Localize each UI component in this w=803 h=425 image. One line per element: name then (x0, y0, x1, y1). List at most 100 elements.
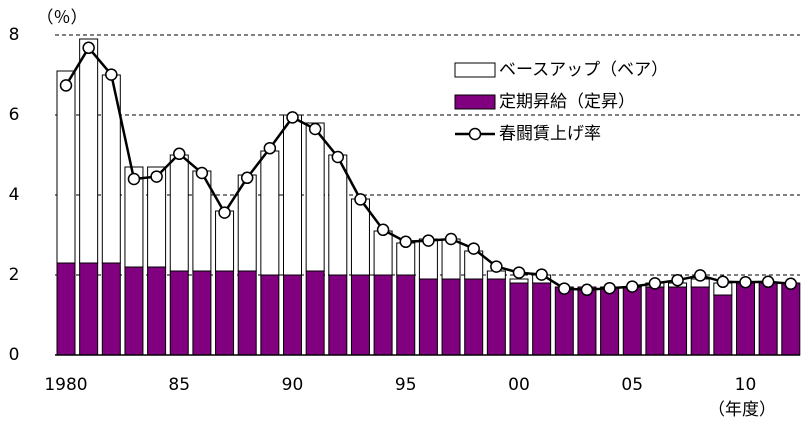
legend-label: 春闘賃上げ率 (499, 124, 601, 144)
line-marker (286, 111, 299, 124)
y-tick-label: 2 (9, 265, 20, 285)
y-tick-label: 0 (9, 345, 20, 365)
line-marker (693, 269, 707, 282)
line-marker (59, 79, 73, 92)
bar (350, 198, 370, 276)
bar (509, 282, 529, 356)
bar (328, 154, 348, 276)
x-tick-label: 95 (395, 375, 417, 395)
line-marker (422, 234, 435, 247)
line-marker (308, 122, 322, 136)
bar (283, 114, 302, 276)
line-marker (150, 170, 163, 183)
bar (260, 274, 280, 356)
line-marker (626, 280, 639, 293)
line-marker (399, 235, 412, 249)
line-marker (490, 260, 503, 273)
line-marker (603, 281, 616, 295)
bar (486, 278, 506, 356)
line-marker (558, 282, 571, 295)
y-tick-label: 8 (9, 25, 20, 45)
bar (169, 154, 189, 272)
bar (373, 274, 393, 356)
x-tick-label: 00 (508, 375, 530, 395)
bar (464, 278, 484, 356)
bar (668, 286, 688, 356)
bar (645, 286, 665, 356)
bar (441, 278, 461, 356)
bar (509, 278, 529, 284)
line-marker (331, 150, 345, 164)
bar (758, 282, 778, 356)
legend-marker (468, 127, 482, 141)
bar (215, 210, 235, 272)
bar (192, 270, 212, 356)
bar (781, 282, 801, 356)
line-marker (173, 147, 186, 161)
bar (283, 274, 302, 356)
bar (328, 274, 348, 356)
line-marker (195, 166, 209, 180)
line-marker (263, 141, 277, 155)
x-unit-label: （年度） (708, 400, 776, 420)
line-marker (716, 275, 730, 289)
bar (418, 278, 438, 356)
bar (147, 166, 167, 268)
bar (305, 270, 325, 356)
bar (373, 230, 393, 276)
line-marker (105, 68, 118, 81)
bar (79, 262, 99, 356)
bar (260, 150, 280, 276)
line-marker (467, 242, 480, 255)
legend-label: ベースアップ（ベア） (499, 60, 668, 80)
bar (713, 294, 733, 356)
line-marker (82, 41, 95, 55)
line-marker (354, 193, 367, 206)
bar (736, 282, 755, 356)
x-tick-label: 90 (282, 375, 304, 395)
bar (101, 262, 121, 356)
x-tick-label: 05 (621, 375, 643, 395)
bar (690, 286, 710, 356)
line-marker (444, 232, 458, 246)
bar (215, 270, 235, 356)
line-marker (761, 275, 775, 289)
line-marker (127, 172, 141, 186)
legend-swatch (454, 62, 496, 78)
line-marker (739, 275, 752, 289)
bar (532, 282, 552, 356)
y-tick-label: 6 (9, 105, 20, 125)
y-tick-label: 4 (9, 185, 20, 205)
bar (577, 286, 597, 356)
bar (396, 274, 416, 356)
bar (622, 286, 642, 356)
line-marker (218, 206, 231, 219)
bar (124, 266, 144, 356)
bar (554, 286, 574, 356)
line-marker (648, 277, 662, 290)
line-marker (671, 273, 684, 287)
bar (147, 266, 167, 356)
bar (124, 166, 144, 268)
bar (56, 262, 76, 356)
bar (169, 270, 189, 356)
x-tick-label: 85 (168, 375, 190, 395)
bar (305, 122, 325, 272)
bar (350, 274, 370, 356)
x-tick-label: 1980 (44, 375, 87, 395)
bar (237, 270, 257, 356)
line-marker (535, 268, 548, 281)
x-tick-label: 10 (735, 375, 757, 395)
bar (79, 38, 99, 264)
bar (600, 286, 620, 356)
line-marker (512, 266, 526, 279)
y-unit-label: （％） (37, 8, 88, 28)
bar (56, 70, 76, 264)
line-marker (784, 277, 798, 291)
line-marker (580, 283, 594, 297)
legend-label: 定期昇給（定昇） (499, 92, 635, 112)
legend-swatch (454, 94, 496, 110)
line-marker (376, 223, 390, 237)
